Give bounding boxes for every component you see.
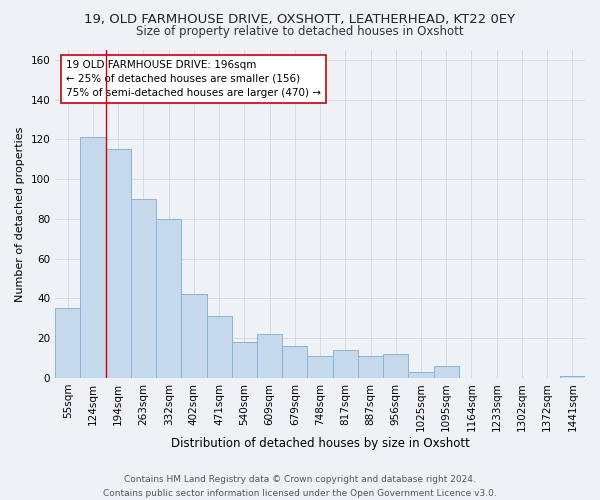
Bar <box>156 219 181 378</box>
Bar <box>560 376 585 378</box>
Bar <box>106 150 131 378</box>
Text: 19 OLD FARMHOUSE DRIVE: 196sqm
← 25% of detached houses are smaller (156)
75% of: 19 OLD FARMHOUSE DRIVE: 196sqm ← 25% of … <box>66 60 321 98</box>
X-axis label: Distribution of detached houses by size in Oxshott: Distribution of detached houses by size … <box>170 437 470 450</box>
Y-axis label: Number of detached properties: Number of detached properties <box>15 126 25 302</box>
Text: Contains HM Land Registry data © Crown copyright and database right 2024.
Contai: Contains HM Land Registry data © Crown c… <box>103 476 497 498</box>
Bar <box>257 334 282 378</box>
Bar <box>181 294 206 378</box>
Bar <box>409 372 434 378</box>
Bar <box>358 356 383 378</box>
Bar <box>131 199 156 378</box>
Bar <box>80 138 106 378</box>
Bar <box>232 342 257 378</box>
Bar <box>206 316 232 378</box>
Bar <box>55 308 80 378</box>
Bar <box>282 346 307 378</box>
Bar <box>332 350 358 378</box>
Bar <box>383 354 409 378</box>
Bar <box>307 356 332 378</box>
Text: Size of property relative to detached houses in Oxshott: Size of property relative to detached ho… <box>136 25 464 38</box>
Bar <box>434 366 459 378</box>
Text: 19, OLD FARMHOUSE DRIVE, OXSHOTT, LEATHERHEAD, KT22 0EY: 19, OLD FARMHOUSE DRIVE, OXSHOTT, LEATHE… <box>85 12 515 26</box>
